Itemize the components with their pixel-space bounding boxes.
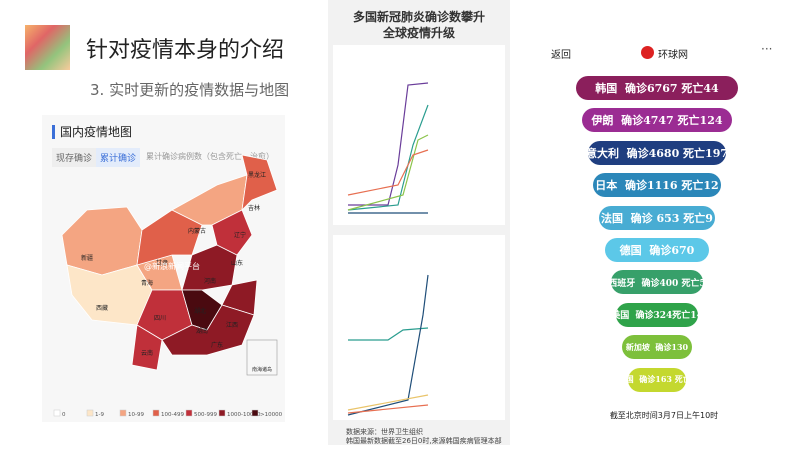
legend-label: >10000 [260,412,283,418]
line-chart-images [333,45,505,420]
slide-title: 针对疫情本身的介绍 [86,38,285,63]
map-shapes [61,154,278,371]
tab[interactable]: 现存确诊 [52,148,97,167]
province-label: 新疆 [81,254,93,262]
province-label: 湖南 [196,327,208,335]
footer-note: 截至北京时间3月7日上午10时 [609,411,719,420]
legend-label: 10-99 [128,412,144,418]
province-label: 江西 [226,322,238,329]
legend-label: 1000-10000 [227,412,261,418]
legend-label: 0 [62,412,66,418]
map-panel: 国内疫情地图 现存确诊 累计确诊 累计确诊病例数（包含死亡、治愈） 新疆西藏 青海… [42,115,285,422]
legend-label: 500-999 [194,412,217,418]
more-button[interactable]: ··· [761,42,773,56]
province-label: 辽宁 [234,231,246,239]
tab-active[interactable]: 累计确诊 [96,148,141,167]
province-label: 河南 [204,277,216,285]
province-label: 广东 [211,341,223,349]
province-label: 四川 [154,315,166,322]
chart-bg [333,235,505,420]
phone-panel: 返回 环球网 ··· 截至北京时间3月7日上午10时 韩国 确诊6767 死亡4… [543,38,785,433]
app-name: 环球网 [658,50,688,61]
source: 数据来源：世界卫生组织 [346,428,423,436]
app-icon [641,46,654,59]
country-pill: 伊朗 确诊4747 死亡124 [581,108,733,133]
legend-swatch [53,409,61,417]
province-label: 青海 [141,279,153,287]
slide-subtitle: 3. 实时更新的疫情数据与地图 [90,81,290,99]
country-pill: 美国 确诊324死亡14 [611,302,703,327]
map-note: 累计确诊病例数（包含死亡、治愈） [146,152,274,161]
legend-label: 1-9 [95,412,104,418]
watermark: @新浪新闻平台 [144,261,200,271]
country-pill: 意大利 确诊4680 死亡197 [586,140,728,165]
country-pill: 日本 确诊1116 死亡12 [593,173,721,198]
legend-swatch [218,409,226,417]
map-title: 国内疫情地图 [60,125,133,139]
legend-swatch [251,409,259,417]
country-pill: 新加坡 确诊130 [622,335,692,360]
decor-lines [347,82,429,416]
accent-bar [52,125,55,139]
legend-swatch [86,409,94,417]
legend-swatch [185,409,193,417]
back-button[interactable]: 返回 [551,50,571,61]
province-label: 山东 [231,259,243,267]
inset-frame [246,339,278,376]
province-label: 湖北 [194,307,206,315]
chart-subtitle: 全球疫情升级 [382,26,455,40]
province-label: 西藏 [96,304,108,312]
chart-title: 多国新冠肺炎确诊数攀升 [352,10,485,24]
chart-bg [333,45,505,225]
province-label: 云南 [141,349,153,357]
chart-panel: 多国新冠肺炎确诊数攀升 全球疫情升级 数据来源：世界卫生组织 韩国最新数据截至2… [328,0,510,445]
inset-label: 南海诸岛 [252,366,272,373]
country-pill: 英国 确诊163 死亡2 [618,367,696,392]
country-pill: 西班牙 确诊400 死亡5 [608,270,706,295]
province-label: 内蒙古 [188,227,206,235]
country-pill: 韩国 确诊6767 死亡44 [576,76,738,100]
source: 韩国最新数据截至26日0时,来源韩国疾病管理本部 [346,437,502,445]
country-pill: 法国 确诊 653 死亡9 [599,205,715,230]
logo [25,25,70,70]
legend-label: 100-499 [161,412,184,418]
province-label: 吉林 [248,204,260,212]
legend-swatch [119,409,127,417]
legend-swatch [152,409,160,417]
country-pill: 德国 确诊670 [604,238,710,262]
province-label: 甘肃 [156,259,168,267]
province-label: 黑龙江 [248,171,266,179]
